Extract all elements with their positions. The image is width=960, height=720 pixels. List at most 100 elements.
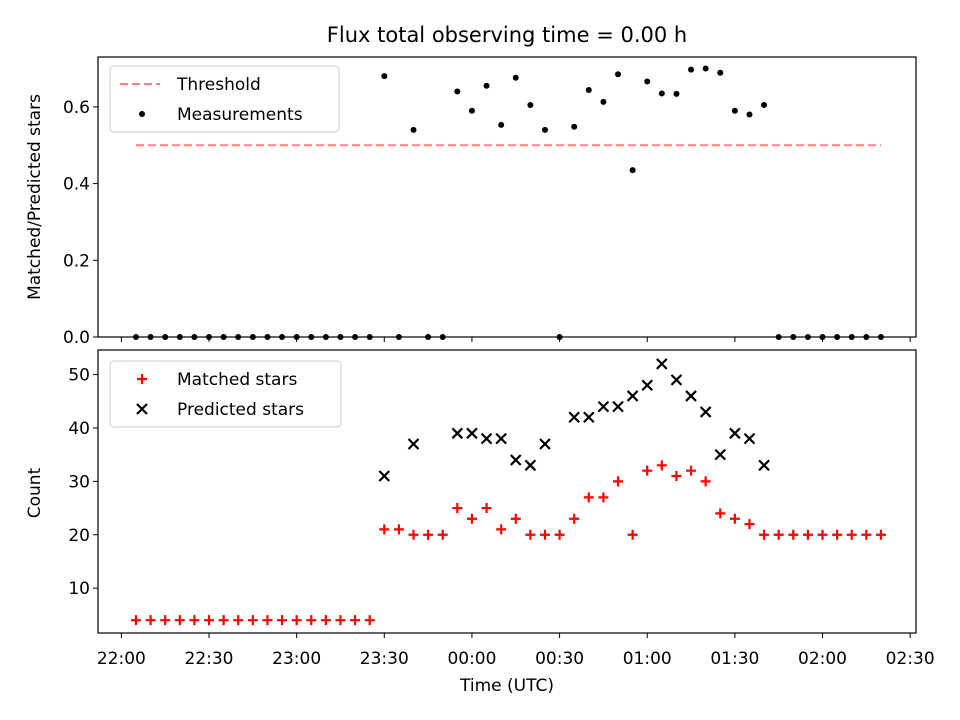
measurement-point [541,126,548,133]
matched-star-point [393,524,404,535]
bottom-legend [109,360,342,428]
matched-star-point [613,476,624,487]
matched-star-point [729,513,740,524]
top-y-tick-label: 0.2 [63,251,90,271]
matched-star-point [802,529,813,540]
bottom-plot: 22:00 22:30 23:00 23:30 00:00 00:30 01:00 01:30… [68,349,935,669]
top-y-tick-label: 0.6 [63,98,90,118]
matched-star-point [189,615,200,626]
matched-star-point [554,529,565,540]
matched-star-point [481,503,492,514]
predicted-star-point [378,470,391,482]
x-tick-label: 00:30 [535,649,584,669]
predicted-star-point [583,411,595,424]
top-legend-label: Measurements [177,105,303,125]
bottom-axes-frame [97,349,917,634]
x-tick-label: 00:00 [447,649,496,669]
predicted-star-point [407,438,420,450]
matched-star-point [788,529,799,540]
measurement-point [761,101,768,108]
measurement-point [746,111,753,118]
bottom-y-tick-label: 10 [68,579,90,599]
bottom-y-tick-label: 20 [68,526,90,546]
chart-title: Flux total observing time = 0.00 h [327,23,687,47]
measurement-point [658,90,665,97]
x-tick-label: 23:30 [360,649,409,669]
measurement-point [571,123,578,130]
matched-star-point [700,476,711,487]
measurement-point [468,107,475,114]
measurement-point [644,78,651,85]
predicted-star-point [685,390,697,402]
measurement-point [717,69,724,76]
top-y-tick-label: 0.0 [63,328,90,348]
matched-star-point [832,529,843,540]
predicted-star-point [539,438,551,450]
matched-star-point [656,460,667,471]
x-tick-label: 22:00 [97,649,146,669]
matched-star-point [233,615,244,626]
matched-star-point [350,615,361,626]
bottom-legend-label: Matched stars [177,370,297,390]
matched-star-point [861,529,872,540]
matched-star-point [452,503,463,514]
measurement-point [673,90,680,97]
matched-star-point [875,529,886,540]
measurement-point [483,82,490,89]
measurement-point [585,86,592,93]
predicted-star-point [451,427,464,440]
matched-star-point [759,529,770,540]
measurement-point [410,126,417,133]
matched-star-point [773,529,784,540]
matched-star-point [496,524,507,535]
matched-star-point [247,615,258,626]
predicted-star-point [699,406,712,418]
predicted-star-point [466,427,478,440]
predicted-star-point [670,374,683,386]
matched-star-point [510,513,521,524]
predicted-star-point [612,400,624,413]
predicted-star-point [758,459,770,472]
predicted-legend-swatch [136,403,148,415]
matched-star-point [379,524,390,535]
top-legend [109,65,340,133]
top-legend-label: Threshold [176,75,261,95]
bottom-y-tick-label: 40 [68,419,90,439]
predicted-star-point [626,390,639,402]
matched-star-point [744,519,755,530]
matched-star-point [174,615,185,626]
predicted-star-point [714,448,727,461]
measurement-point [615,71,622,78]
matched-star-point [583,492,594,503]
top-plot: 0.0 0.2 0.4 0.6 Threshold Measurements [63,56,917,348]
matched-star-point [569,513,580,524]
measurement-point [600,98,607,105]
matched-star-point [671,471,682,482]
x-axis-label: Time (UTC) [459,676,554,696]
matched-star-point [525,529,536,540]
matched-star-point [306,615,317,626]
matched-star-point [277,615,288,626]
predicted-star-point [524,459,537,472]
top-axes-frame [97,56,917,338]
matched-star-point [627,529,638,540]
matched-star-point [466,513,477,524]
measurement-point [498,121,505,128]
x-tick-label: 01:30 [710,649,759,669]
measurement-point [629,167,636,174]
bottom-y-tick-label: 30 [68,472,90,492]
measurement-legend-swatch [139,111,145,117]
measurement-point [512,74,519,81]
x-tick-label: 02:00 [798,649,847,669]
x-tick-label: 22:30 [185,649,234,669]
measurement-point [527,101,534,108]
bottom-y-tick-label: 50 [68,366,90,386]
measurement-point [454,88,461,95]
matched-star-point [715,508,726,519]
predicted-star-point [495,432,507,445]
predicted-star-point [568,411,580,424]
matched-star-point [437,529,448,540]
matched-star-point [335,615,346,626]
matched-star-point [408,529,419,540]
